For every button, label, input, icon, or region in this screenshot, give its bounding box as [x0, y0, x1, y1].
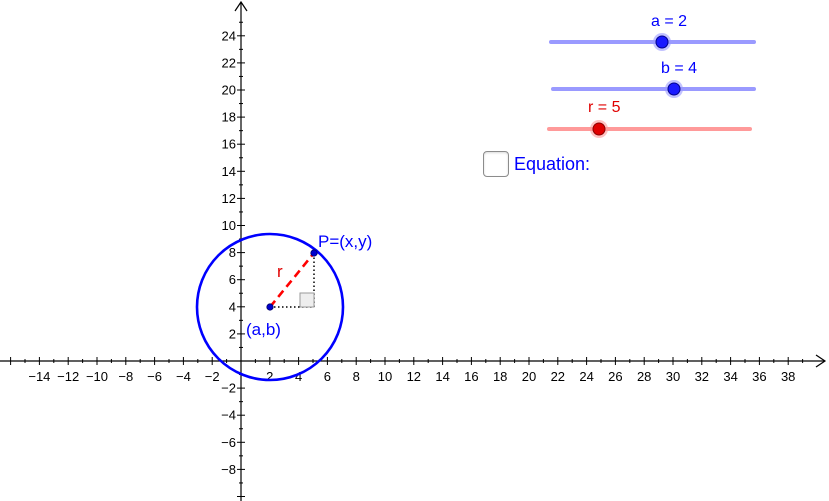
equation-checkbox[interactable] [483, 151, 509, 177]
x-axis-ticks [10, 357, 804, 365]
right-angle-marker [299, 292, 315, 308]
y-axis-tick-labels: 24 22 20 18 16 14 12 10 8 6 4 2 −2 −4 −6 −8 [221, 28, 236, 477]
x-axis-arrow-icon [815, 354, 827, 368]
x-tick-label: 6 [324, 369, 331, 384]
y-tick-label: −6 [221, 435, 236, 450]
slider-b[interactable]: b = 4 [551, 60, 756, 98]
radius-label: r [277, 262, 283, 281]
x-tick-label: 10 [378, 369, 392, 384]
y-tick-label: 16 [222, 137, 236, 152]
center-label: (a,b) [246, 320, 281, 339]
circle-construction: P=(x,y) (a,b) r [195, 232, 372, 382]
y-tick-label: −4 [221, 408, 236, 423]
x-tick-label: 20 [522, 369, 536, 384]
x-axis-tick-labels: −14 −12 −10 −8 −6 −4 −2 2 4 6 8 10 12 14 16 18 20 22 24 26 2… [28, 369, 795, 384]
radius-segment[interactable] [268, 252, 316, 308]
x-tick-label: 28 [637, 369, 651, 384]
slider-r-handle[interactable] [592, 122, 606, 136]
y-tick-label: 18 [222, 110, 236, 125]
x-tick-label: −12 [57, 369, 79, 384]
x-tick-label: −6 [147, 369, 162, 384]
slider-r[interactable]: r = 5 [547, 99, 752, 138]
slider-a-label: a = 2 [651, 13, 687, 30]
y-tick-label: 2 [229, 326, 236, 341]
y-tick-label: 8 [229, 245, 236, 260]
equation-label[interactable]: Equation: [514, 154, 591, 174]
y-tick-label: 20 [222, 83, 236, 98]
slider-a[interactable]: a = 2 [549, 13, 756, 51]
y-tick-label: 10 [222, 218, 236, 233]
x-tick-label: 4 [295, 369, 302, 384]
slider-b-label: b = 4 [661, 60, 697, 77]
x-tick-label: −10 [86, 369, 108, 384]
y-axis-ticks [237, 21, 245, 497]
x-tick-label: 38 [781, 369, 795, 384]
x-tick-label: −14 [28, 369, 50, 384]
x-tick-label: 2 [266, 369, 273, 384]
y-tick-label: 12 [222, 191, 236, 206]
y-tick-label: −8 [221, 462, 236, 477]
slider-a-handle[interactable] [655, 35, 669, 49]
circle[interactable] [195, 232, 345, 382]
x-tick-label: 22 [551, 369, 565, 384]
x-tick-label: 24 [579, 369, 593, 384]
x-tick-label: 8 [353, 369, 360, 384]
point-p[interactable] [310, 249, 318, 257]
x-tick-label: 32 [695, 369, 709, 384]
x-tick-label: −4 [176, 369, 191, 384]
slider-r-label: r = 5 [588, 99, 621, 116]
y-tick-label: −2 [221, 381, 236, 396]
x-tick-label: 12 [407, 369, 421, 384]
x-tick-label: 14 [435, 369, 449, 384]
x-tick-label: 30 [666, 369, 680, 384]
x-tick-label: 18 [493, 369, 507, 384]
y-tick-label: 4 [229, 299, 236, 314]
y-axis-arrow-icon [234, 0, 248, 12]
y-tick-label: 14 [222, 164, 236, 179]
point-p-label: P=(x,y) [318, 232, 372, 251]
x-tick-label: 26 [608, 369, 622, 384]
y-tick-label: 22 [222, 55, 236, 70]
x-tick-label: −8 [118, 369, 133, 384]
y-tick-label: 24 [222, 28, 236, 43]
x-tick-label: 36 [752, 369, 766, 384]
y-tick-label: 6 [229, 272, 236, 287]
x-tick-label: 16 [464, 369, 478, 384]
x-tick-label: 34 [723, 369, 737, 384]
slider-b-handle[interactable] [667, 82, 681, 96]
center-point[interactable] [266, 303, 274, 311]
x-tick-label: −2 [205, 369, 220, 384]
